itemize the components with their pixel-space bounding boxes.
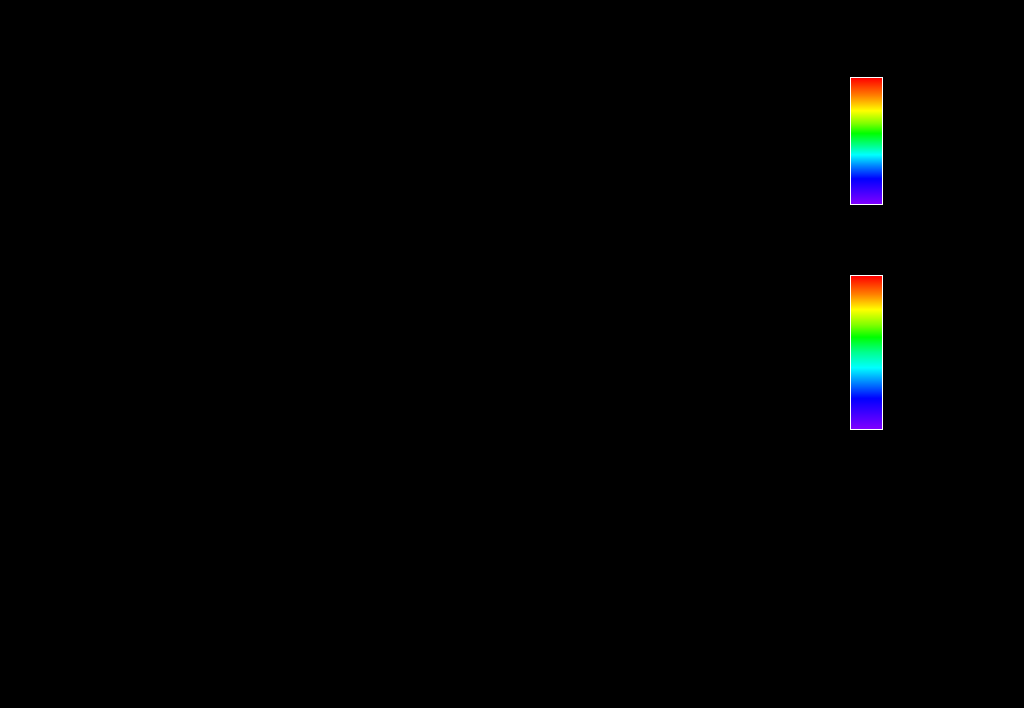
pitch-angle-heatmap [210, 255, 830, 452]
deg-colorbar [850, 275, 883, 430]
def-colorbar [850, 77, 883, 205]
quality-distance-plot [200, 495, 840, 685]
energy-spectrogram-axes [200, 57, 840, 227]
